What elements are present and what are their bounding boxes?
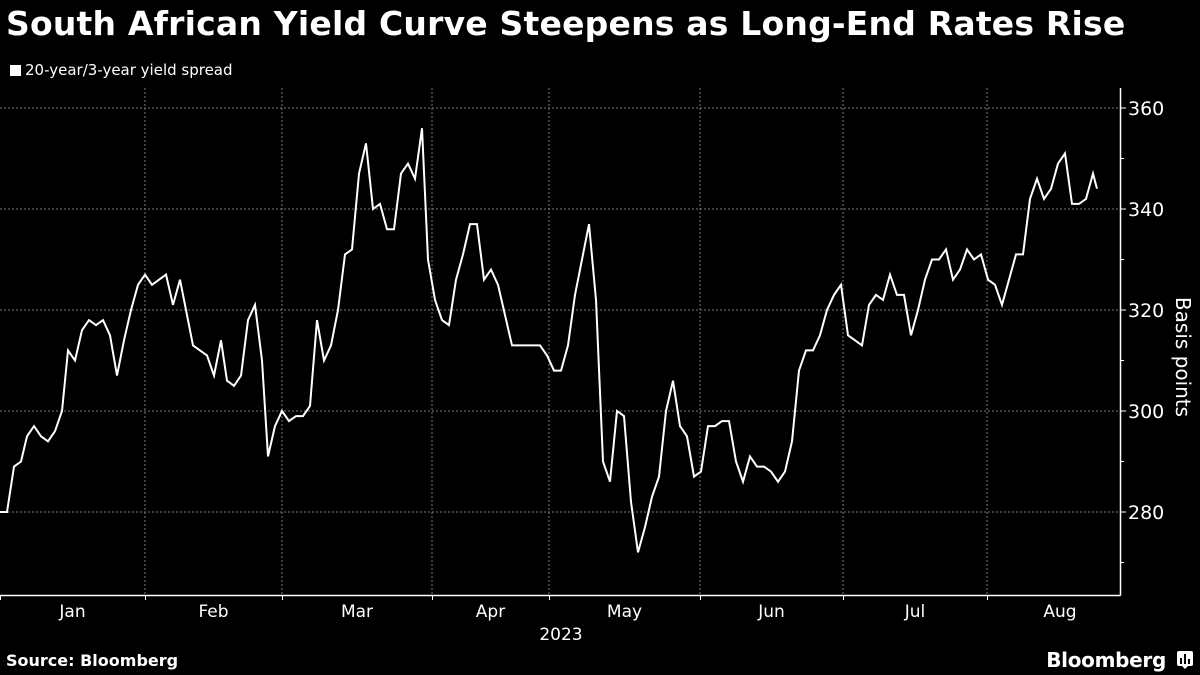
x-tick-label: Jun bbox=[757, 602, 785, 622]
x-tick-label: Apr bbox=[476, 602, 505, 622]
y-tick-label: 360 bbox=[1128, 98, 1164, 120]
x-tick-label: Mar bbox=[341, 602, 373, 622]
y-tick-label: 280 bbox=[1128, 502, 1164, 524]
legend-label: 20-year/3-year yield spread bbox=[25, 61, 233, 79]
source-note: Source: Bloomberg bbox=[6, 651, 179, 670]
chart-title: South African Yield Curve Steepens as Lo… bbox=[6, 4, 1126, 43]
spread-line bbox=[0, 128, 1098, 553]
x-tick-label: Jan bbox=[58, 602, 85, 622]
legend: 20-year/3-year yield spread bbox=[10, 61, 233, 79]
axes bbox=[0, 88, 1122, 597]
x-tick-label: May bbox=[607, 602, 642, 622]
x-tick-label: Feb bbox=[198, 602, 228, 622]
x-axis-ticks: Jan Feb Mar Apr May Jun Jul Aug bbox=[0, 595, 1077, 622]
x-tick-label: Jul bbox=[904, 602, 926, 622]
bloomberg-chart-icon bbox=[1177, 651, 1193, 669]
y-tick-label: 300 bbox=[1128, 401, 1164, 423]
gridlines bbox=[0, 88, 1120, 595]
x-tick-label: Aug bbox=[1043, 602, 1076, 622]
y-axis-label: Basis points bbox=[1171, 297, 1195, 417]
y-axis-ticks: 280 300 320 340 360 bbox=[1120, 98, 1164, 563]
legend-swatch-icon bbox=[10, 64, 21, 76]
y-tick-label: 320 bbox=[1128, 300, 1164, 322]
bloomberg-logo: Bloomberg bbox=[1046, 648, 1166, 672]
y-tick-label: 340 bbox=[1128, 199, 1164, 221]
x-axis-year: 2023 bbox=[539, 625, 582, 645]
